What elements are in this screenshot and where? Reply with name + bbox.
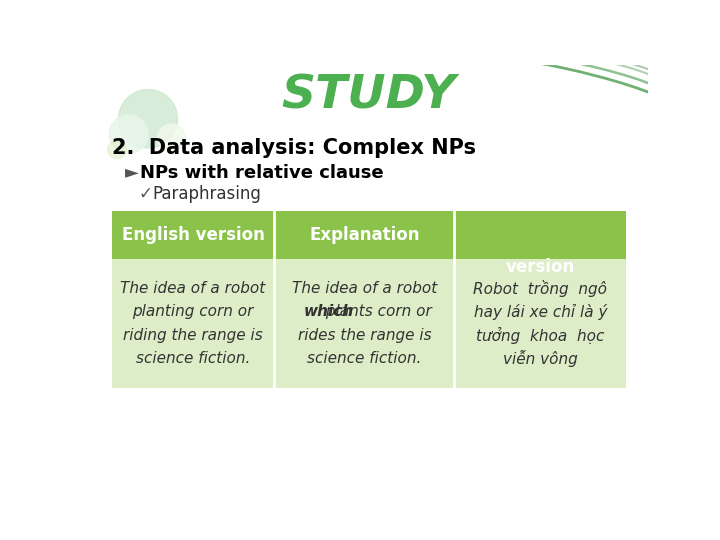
Text: NPs with relative clause: NPs with relative clause [140,164,383,181]
Circle shape [109,115,148,153]
Text: science fiction.: science fiction. [307,350,421,366]
Text: plants corn or: plants corn or [321,305,432,320]
Text: Explanation: Explanation [309,226,420,244]
Text: Robot  trồng  ngô: Robot trồng ngô [473,280,607,298]
Text: Paraphrasing: Paraphrasing [152,185,261,203]
Text: viễn vông: viễn vông [503,350,577,367]
Text: 2.  Data analysis: Complex NPs: 2. Data analysis: Complex NPs [112,138,476,158]
Text: which: which [303,305,354,320]
FancyBboxPatch shape [454,259,626,388]
Text: planting corn or: planting corn or [132,305,253,320]
Text: ✓: ✓ [138,185,152,203]
Text: hay lái xe chỉ là ý: hay lái xe chỉ là ý [474,304,607,320]
Text: English version: English version [122,226,264,244]
Text: tưởng  khoa  học: tưởng khoa học [476,327,605,343]
Text: Vietnamese

version: Vietnamese version [485,194,595,276]
Text: rides the range is: rides the range is [297,328,431,342]
Text: ►: ► [125,164,139,181]
Circle shape [108,140,127,159]
FancyBboxPatch shape [112,211,274,259]
Text: science fiction.: science fiction. [136,350,251,366]
Text: riding the range is: riding the range is [123,328,263,342]
FancyBboxPatch shape [112,259,274,388]
Circle shape [158,124,185,152]
Circle shape [119,90,178,148]
Text: STUDY: STUDY [282,73,456,118]
FancyBboxPatch shape [454,211,626,259]
FancyBboxPatch shape [274,211,454,259]
FancyBboxPatch shape [274,259,454,388]
Text: The idea of a robot: The idea of a robot [292,281,437,296]
Text: The idea of a robot: The idea of a robot [120,281,266,296]
